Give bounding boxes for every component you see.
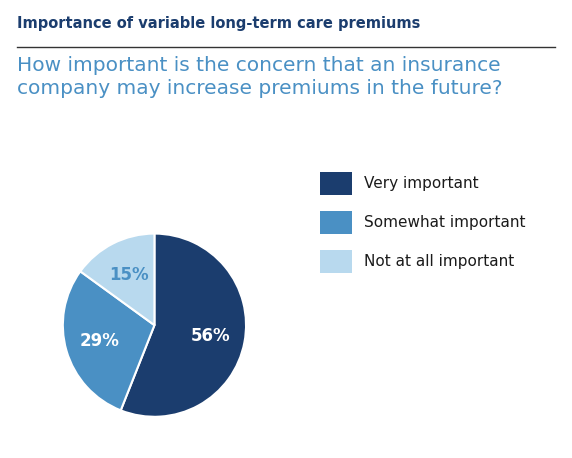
Text: Somewhat important: Somewhat important bbox=[364, 215, 526, 229]
Text: 29%: 29% bbox=[80, 332, 120, 350]
Text: Not at all important: Not at all important bbox=[364, 254, 515, 268]
Text: 15%: 15% bbox=[109, 266, 149, 284]
FancyBboxPatch shape bbox=[320, 250, 352, 273]
Text: Very important: Very important bbox=[364, 176, 479, 191]
Text: 56%: 56% bbox=[190, 327, 230, 345]
Wedge shape bbox=[121, 234, 246, 417]
FancyBboxPatch shape bbox=[320, 172, 352, 195]
Wedge shape bbox=[80, 234, 154, 325]
Wedge shape bbox=[63, 271, 154, 410]
Text: How important is the concern that an insurance
company may increase premiums in : How important is the concern that an ins… bbox=[17, 56, 503, 98]
Text: Importance of variable long-term care premiums: Importance of variable long-term care pr… bbox=[17, 16, 420, 31]
FancyBboxPatch shape bbox=[320, 211, 352, 234]
